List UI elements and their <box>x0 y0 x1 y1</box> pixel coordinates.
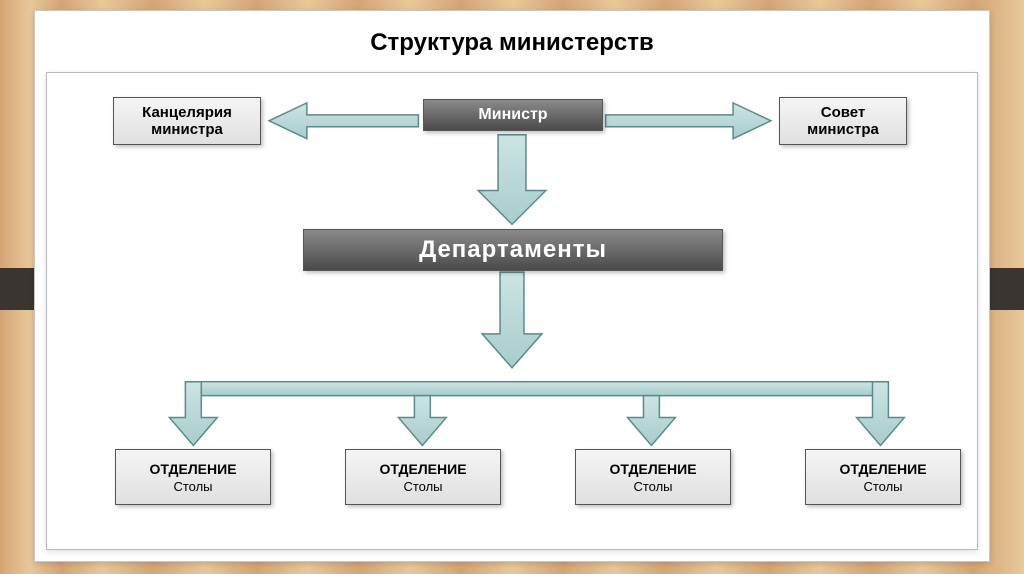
node-division-1: ОТДЕЛЕНИЕ Столы <box>115 449 271 505</box>
node-minister: Министр <box>423 99 603 131</box>
node-chancellery-label2: министра <box>151 121 223 138</box>
node-division-label2: Столы <box>863 479 902 494</box>
page-title: Структура министерств <box>35 11 989 71</box>
node-division-label1: ОТДЕЛЕНИЕ <box>839 461 926 477</box>
node-division-label1: ОТДЕЛЕНИЕ <box>609 461 696 477</box>
arrow-down-branch-1-icon <box>169 382 217 446</box>
node-division-4: ОТДЕЛЕНИЕ Столы <box>805 449 961 505</box>
node-chancellery-label1: Канцелярия <box>142 104 232 121</box>
arrow-down-split-icon <box>482 272 542 368</box>
node-chancellery: Канцелярия министра <box>113 97 261 145</box>
arrow-down-branch-4-icon <box>857 382 905 446</box>
node-council: Совет министра <box>779 97 907 145</box>
arrow-right-icon <box>606 103 771 139</box>
node-division-label2: Столы <box>633 479 672 494</box>
node-division-label2: Столы <box>403 479 442 494</box>
node-division-3: ОТДЕЛЕНИЕ Столы <box>575 449 731 505</box>
node-departments-label: Департаменты <box>419 236 607 264</box>
node-division-label2: Столы <box>173 479 212 494</box>
node-council-label2: министра <box>807 121 879 138</box>
distributor-bar <box>187 382 886 396</box>
node-minister-label: Министр <box>478 106 547 124</box>
node-division-label1: ОТДЕЛЕНИЕ <box>149 461 236 477</box>
node-division-2: ОТДЕЛЕНИЕ Столы <box>345 449 501 505</box>
inner-card: Министр Канцелярия министра Совет минист… <box>46 72 978 550</box>
arrow-down-branch-2-icon <box>398 396 446 446</box>
diagram-container: Министр Канцелярия министра Совет минист… <box>47 73 977 549</box>
node-council-label1: Совет <box>821 104 866 121</box>
node-departments: Департаменты <box>303 229 723 271</box>
arrow-left-icon <box>269 103 418 139</box>
node-division-label1: ОТДЕЛЕНИЕ <box>379 461 466 477</box>
arrow-down-branch-3-icon <box>628 396 676 446</box>
arrow-down-main-icon <box>478 135 546 225</box>
